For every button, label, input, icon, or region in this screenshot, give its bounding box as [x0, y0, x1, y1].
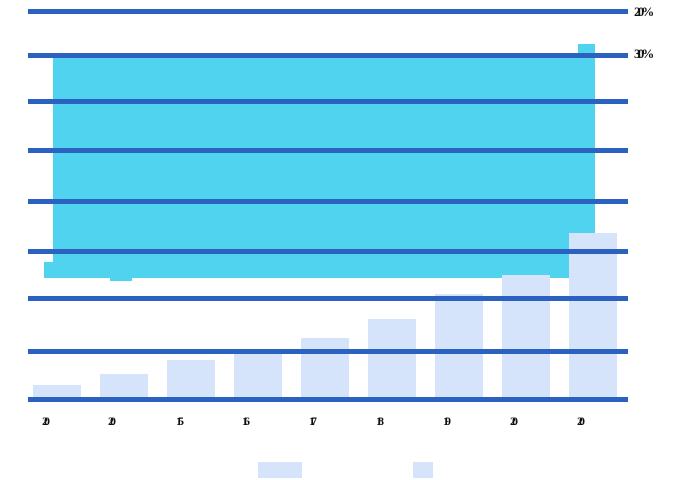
- x-axis-tick-label: 20: [108, 414, 116, 428]
- gridline: [28, 9, 628, 14]
- x-axis-tick-label: 20: [577, 414, 585, 428]
- gridline: [28, 53, 628, 58]
- y-axis-tick-label: 2.0%: [634, 4, 654, 19]
- gridline: [28, 148, 628, 153]
- x-axis-tick-label: 20: [510, 414, 518, 428]
- x-axis-tick-label: 17: [309, 414, 317, 428]
- chart-bar[interactable]: [33, 385, 81, 398]
- gridline: [28, 249, 628, 254]
- chart-bar[interactable]: [435, 294, 483, 398]
- gridline: [28, 296, 628, 301]
- x-axis-tick-label: 16: [242, 414, 250, 428]
- x-axis-tick-label: 18: [376, 414, 384, 428]
- area-segment: [53, 56, 583, 278]
- gridline: [28, 99, 628, 104]
- y-axis-tick-label: 3.0%: [634, 46, 654, 61]
- chart-bar[interactable]: [502, 275, 550, 398]
- gridline: [28, 349, 628, 354]
- chart-bar[interactable]: [569, 233, 617, 398]
- gridline: [28, 397, 628, 402]
- x-axis-tick-label: 20: [42, 414, 50, 428]
- area-segment: [110, 272, 132, 281]
- legend-swatch[interactable]: [258, 462, 302, 478]
- legend-swatch[interactable]: [413, 462, 433, 478]
- area-segment: [44, 262, 53, 278]
- chart-bar[interactable]: [301, 338, 349, 398]
- chart-bar[interactable]: [234, 350, 282, 398]
- chart-bar[interactable]: [368, 319, 416, 398]
- chart-bar[interactable]: [100, 374, 148, 398]
- x-axis-tick-label: 19: [443, 414, 451, 428]
- gridline: [28, 199, 628, 204]
- chart-bar[interactable]: [167, 360, 215, 398]
- x-axis-tick-label: 15: [176, 414, 184, 428]
